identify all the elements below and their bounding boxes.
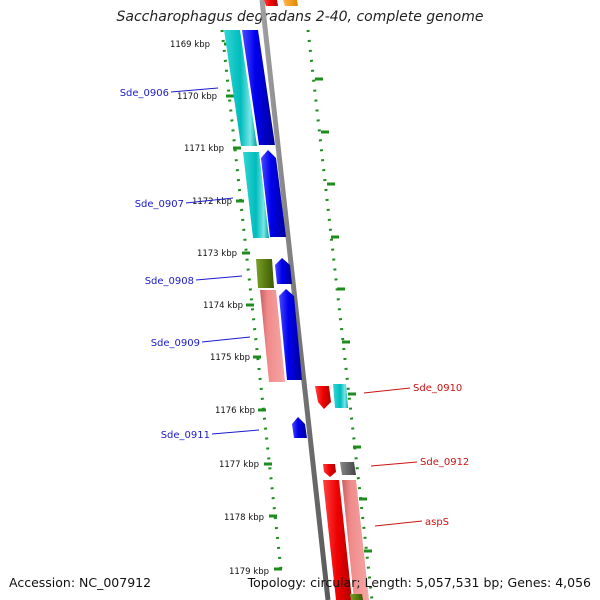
tick-label: 1178 kbp <box>224 513 264 523</box>
gene-blue-4[interactable] <box>279 289 302 380</box>
tick-label: 1173 kbp <box>197 249 237 259</box>
gene-label-sde-0909[interactable]: Sde_0909 <box>151 338 200 349</box>
gene-cyan-3[interactable] <box>333 384 348 408</box>
gene-label-sde-0912[interactable]: Sde_0912 <box>420 457 469 468</box>
gene-label-asps[interactable]: aspS <box>425 517 449 528</box>
gene-label-sde-0907[interactable]: Sde_0907 <box>135 199 184 210</box>
tick-label: 1176 kbp <box>215 406 255 416</box>
gene-red-3[interactable] <box>323 480 352 600</box>
gene-label-sde-0906[interactable]: Sde_0906 <box>120 88 169 99</box>
accession-text: Accession: NC_007912 <box>9 575 152 590</box>
tick-label: 1171 kbp <box>184 144 224 154</box>
gene-cyan-2[interactable] <box>243 152 269 238</box>
gene-label-sde-0911[interactable]: Sde_0911 <box>161 430 210 441</box>
tick-label: 1172 kbp <box>192 197 232 207</box>
gene-labels-left: Sde_0906 Sde_0907 Sde_0908 Sde_0909 Sde_… <box>120 88 210 441</box>
gene-green-1[interactable] <box>256 259 274 288</box>
tick-marks <box>224 42 282 571</box>
topology-text: Topology: circular; Length: 5,057,531 bp… <box>247 575 591 590</box>
tick-label: 1177 kbp <box>219 460 259 470</box>
gene-top-red[interactable] <box>264 0 278 6</box>
gene-label-sde-0910[interactable]: Sde_0910 <box>413 383 462 394</box>
gene-pink-2[interactable] <box>342 480 369 600</box>
tick-label: 1170 kbp <box>177 92 217 102</box>
gene-labels-right: Sde_0910 Sde_0912 aspS <box>413 383 469 528</box>
gene-green-2[interactable] <box>350 594 363 600</box>
gene-blue-2[interactable] <box>261 150 286 237</box>
left-dotted-track <box>220 29 283 571</box>
gene-gray-1[interactable] <box>340 462 356 475</box>
tick-label: 1169 kbp <box>170 40 210 50</box>
tick-label: 1179 kbp <box>229 567 269 577</box>
right-track-marks <box>315 77 372 553</box>
gene-red-2[interactable] <box>323 464 336 477</box>
tick-labels: 1169 kbp 1170 kbp 1171 kbp 1172 kbp 1173… <box>170 40 269 577</box>
map-title: Saccharophagus degradans 2-40, complete … <box>116 9 484 25</box>
left-label-connectors <box>170 87 260 435</box>
gene-label-sde-0908[interactable]: Sde_0908 <box>145 276 194 287</box>
gene-top-orange[interactable] <box>283 0 298 6</box>
genome-backbone <box>259 0 331 600</box>
gene-blue-1[interactable] <box>242 30 275 145</box>
tick-label: 1174 kbp <box>203 301 243 311</box>
gene-cyan-1[interactable] <box>224 30 257 146</box>
gene-pink-1[interactable] <box>260 290 285 382</box>
gene-blue-5[interactable] <box>292 417 307 438</box>
tick-label: 1175 kbp <box>210 353 250 363</box>
right-label-connectors <box>363 387 423 527</box>
gene-red-1[interactable] <box>315 386 331 409</box>
gene-blue-3[interactable] <box>275 258 292 284</box>
